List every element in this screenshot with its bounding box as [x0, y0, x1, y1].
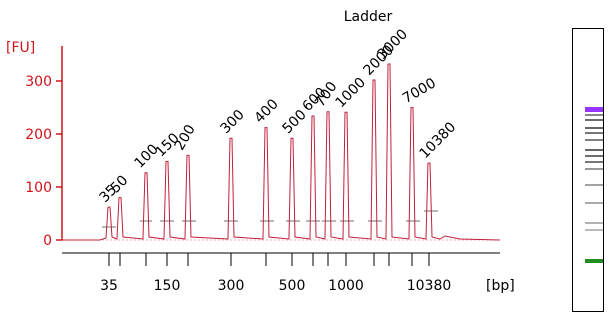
peak-label-10380: 10380 — [417, 119, 460, 162]
gel-band — [585, 222, 603, 224]
gel-band — [585, 149, 603, 151]
gel-image — [572, 28, 604, 312]
peak-label-300: 300 — [218, 107, 248, 137]
y-tick-label: 100 — [25, 180, 52, 196]
y-ticks: 0 100 200 300 — [25, 74, 62, 249]
peak-label-400: 400 — [252, 96, 282, 126]
electropherogram-chart: Ladder [FU] [bp] 0 100 200 300 35 150 300 500 1… — [6, 9, 515, 294]
gel-band — [585, 155, 603, 157]
gel-lane — [585, 107, 603, 263]
gel-band — [585, 107, 603, 112]
gel-band — [585, 139, 603, 141]
peak-label-7000: 7000 — [400, 75, 439, 107]
gel-band — [585, 114, 603, 116]
ladder-trace — [62, 63, 501, 241]
gel-band — [585, 229, 603, 231]
gel-band — [585, 127, 603, 129]
gel-band — [585, 161, 603, 163]
x-tick-label: 1000 — [328, 278, 364, 294]
size-markers — [62, 210, 500, 241]
x-tick-label: 500 — [279, 278, 306, 294]
gel-band — [585, 202, 603, 204]
x-axis-label: [bp] — [486, 278, 515, 294]
gel-band — [585, 132, 603, 134]
chart-title: Ladder — [344, 9, 393, 25]
y-axis-label: [FU] — [6, 40, 35, 56]
x-tick-label: 300 — [218, 278, 245, 294]
peak-label-500: 500 — [280, 107, 310, 137]
gel-band — [585, 259, 603, 263]
gel-band — [585, 184, 603, 186]
y-tick-label: 0 — [43, 233, 52, 249]
x-ticks: 35 150 300 500 1000 10380 — [100, 253, 451, 294]
gel-band — [585, 119, 603, 121]
peak-label-200: 200 — [172, 122, 199, 153]
gel-band — [585, 168, 603, 170]
x-tick-label: 35 — [100, 278, 118, 294]
peak-label-1000: 1000 — [333, 75, 370, 112]
x-tick-label: 10380 — [407, 278, 452, 294]
x-tick-label: 150 — [154, 278, 181, 294]
y-tick-label: 200 — [25, 127, 52, 143]
y-tick-label: 300 — [25, 74, 52, 90]
